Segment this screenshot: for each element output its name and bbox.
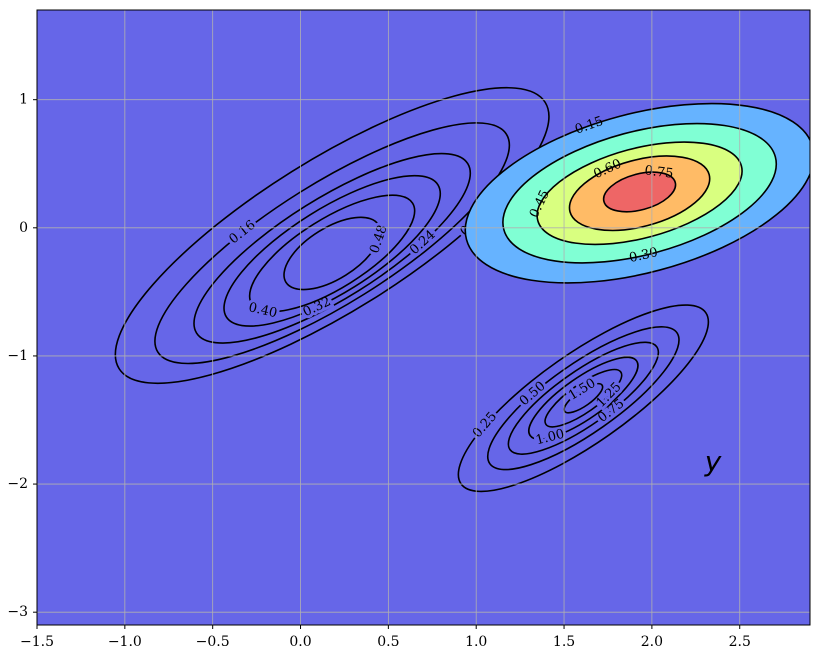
x-tick-label: 1.0 [465, 634, 487, 650]
contour-line [283, 216, 382, 291]
y-tick-label: −1 [7, 348, 28, 364]
contour-line [223, 174, 442, 327]
x-tick-label: 0.0 [289, 634, 311, 650]
x-tick-label: 1.5 [553, 634, 575, 650]
x-tick-label: 2.0 [641, 634, 663, 650]
x-tick-label: −1.5 [20, 634, 54, 650]
contour-line [248, 194, 416, 313]
contour-line [602, 171, 677, 213]
contour-line [114, 86, 550, 385]
contour-label: 0.75 [644, 163, 675, 182]
x-tick-label: −1.0 [108, 634, 142, 650]
contour-line [544, 368, 623, 428]
x-tick-label: 0.5 [377, 634, 399, 650]
plot-frame [36, 9, 811, 626]
y-tick-label: −3 [7, 604, 28, 620]
contour-line [193, 152, 472, 344]
contour-line [507, 341, 660, 455]
y-tick-label: 0 [19, 220, 28, 236]
contour-line [486, 326, 680, 471]
plot-background [37, 10, 810, 625]
x-tick-label: −0.5 [196, 634, 230, 650]
y-tick-label: 1 [19, 92, 28, 108]
grid-layer [33, 10, 810, 629]
contour-line [528, 356, 639, 440]
contour-line [563, 382, 604, 414]
annotation: y [704, 445, 722, 478]
label-layer: −1.5 −1.0 −0.5 0.0 0.5 1.0 1.5 2.0 2.5 −3 −2 −1 0 1 [7, 92, 751, 650]
y-tick-label: −2 [7, 476, 28, 492]
x-tick-label: 2.5 [729, 634, 751, 650]
